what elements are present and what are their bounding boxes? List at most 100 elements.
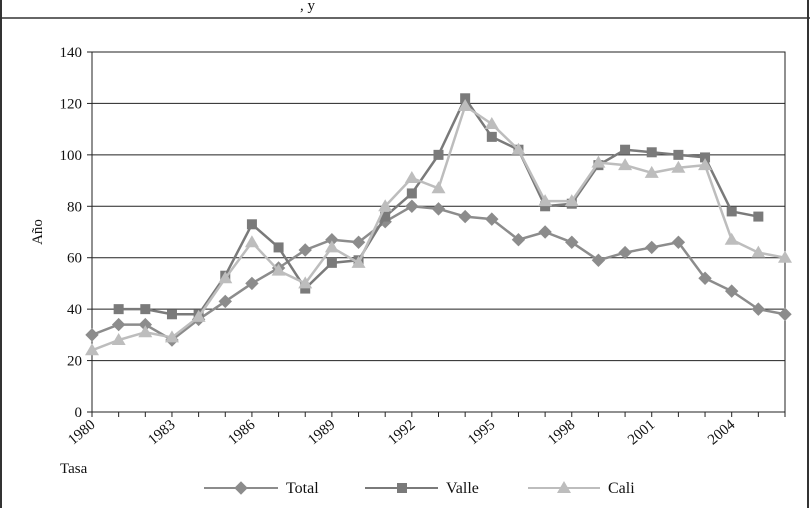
x-tick-label: 1983 (145, 417, 178, 449)
legend-cali-marker (557, 481, 571, 493)
series-cali-point (618, 158, 633, 171)
series-cali-point (324, 240, 339, 253)
legend-valle-marker (397, 483, 407, 493)
series-valle-point (646, 147, 657, 158)
series-total-point (431, 202, 446, 216)
x-axis-title: Tasa (60, 461, 88, 477)
series-total-point (245, 276, 259, 291)
series-cali-point (751, 245, 766, 258)
series-valle-point (300, 283, 311, 294)
y-tick-label: 140 (60, 45, 83, 61)
legend-total-label: Total (286, 480, 319, 497)
series-valle-point (326, 257, 337, 268)
series-total-point (218, 294, 232, 309)
series-cali-point (111, 333, 126, 345)
series-cali-point (431, 181, 446, 194)
y-tick-label: 80 (67, 199, 82, 215)
series-valle-point (433, 149, 444, 160)
series-valle-point (166, 309, 177, 320)
series-valle-point (486, 131, 497, 142)
series-valle-point (246, 219, 257, 230)
x-tick-label: 1980 (65, 417, 98, 449)
x-tick-label: 1995 (465, 417, 498, 449)
series-total-point (405, 199, 419, 213)
plot-area (91, 51, 786, 413)
series-cali-point (458, 99, 473, 111)
legend-valle-label: Valle (446, 480, 479, 497)
legend-item-cali: Cali (528, 480, 635, 497)
series-cali-point (404, 171, 419, 183)
series-cali-point (351, 255, 366, 268)
x-tick-label: 1998 (545, 417, 578, 449)
series-valle-point (273, 242, 284, 253)
series-total-point (85, 328, 99, 342)
gridlines (91, 51, 786, 413)
series-valle-point (380, 211, 391, 222)
series-total-point (485, 212, 499, 226)
series-cali (85, 99, 792, 356)
x-tick-label: 1986 (225, 416, 259, 448)
series-valle-point (540, 201, 551, 212)
series-cali-point (644, 165, 659, 178)
series-cali-point (298, 276, 313, 289)
legend-item-valle: Valle (365, 480, 479, 497)
series-cali-point (538, 194, 553, 207)
legend: Total Valle Cali (204, 480, 635, 497)
series-valle-point (753, 211, 764, 222)
series-total-point (698, 271, 712, 285)
x-tick-label: 1992 (385, 417, 418, 449)
series-total-point (298, 243, 312, 257)
series-cali-point (378, 199, 393, 212)
series-valle-point (140, 304, 151, 315)
series-total-point (671, 235, 686, 249)
series-cali-point (591, 155, 606, 168)
series-total-point (618, 245, 632, 260)
series-total-point (538, 225, 552, 239)
y-tick-label: 120 (60, 96, 83, 112)
series-cali-point (698, 158, 713, 171)
series-valle-point (700, 152, 711, 163)
series-cali-point (191, 309, 206, 322)
series-cali-point (218, 271, 233, 284)
series-total-point (565, 235, 579, 249)
series-valle-point (673, 149, 684, 160)
series-total-point (351, 235, 366, 249)
series-cali-point (85, 343, 99, 356)
series-valle-point (726, 206, 737, 217)
series-valle-point (406, 188, 417, 199)
series-valle-point (113, 304, 124, 315)
series-total-point (724, 284, 739, 298)
series-total-point (591, 253, 606, 267)
series-total-point (111, 317, 126, 332)
y-tick-label: 100 (60, 148, 83, 164)
series-total-point (458, 209, 472, 224)
legend-total-marker (234, 481, 248, 495)
series-cali-point (484, 117, 499, 129)
series-cali-point (564, 194, 579, 207)
series-cali-point (724, 232, 739, 245)
series-cali-point (138, 325, 153, 338)
series-total-point (645, 240, 659, 255)
y-tick-label: 20 (67, 354, 82, 370)
series-total-point (778, 307, 792, 321)
series-cali-point (671, 160, 686, 173)
series-total-point (751, 302, 766, 316)
x-tick-label: 1989 (305, 417, 338, 449)
legend-cali-label: Cali (608, 480, 635, 497)
series-cali-point (244, 235, 259, 248)
series-valle-point (620, 144, 631, 155)
series-cali-point (511, 142, 526, 155)
series-valle-point (460, 93, 471, 104)
series-group (85, 93, 792, 356)
y-tick-label: 0 (75, 405, 83, 421)
header-title-fragment: , y (300, 0, 316, 14)
y-tick-label: 60 (67, 251, 82, 267)
series-cali-point (164, 330, 179, 343)
series-cali-point (271, 263, 286, 276)
series-cali-point (778, 250, 792, 263)
y-tick-label: 40 (67, 302, 82, 318)
x-tick-label: 2004 (705, 416, 739, 448)
x-tick-label: 2001 (625, 417, 658, 449)
